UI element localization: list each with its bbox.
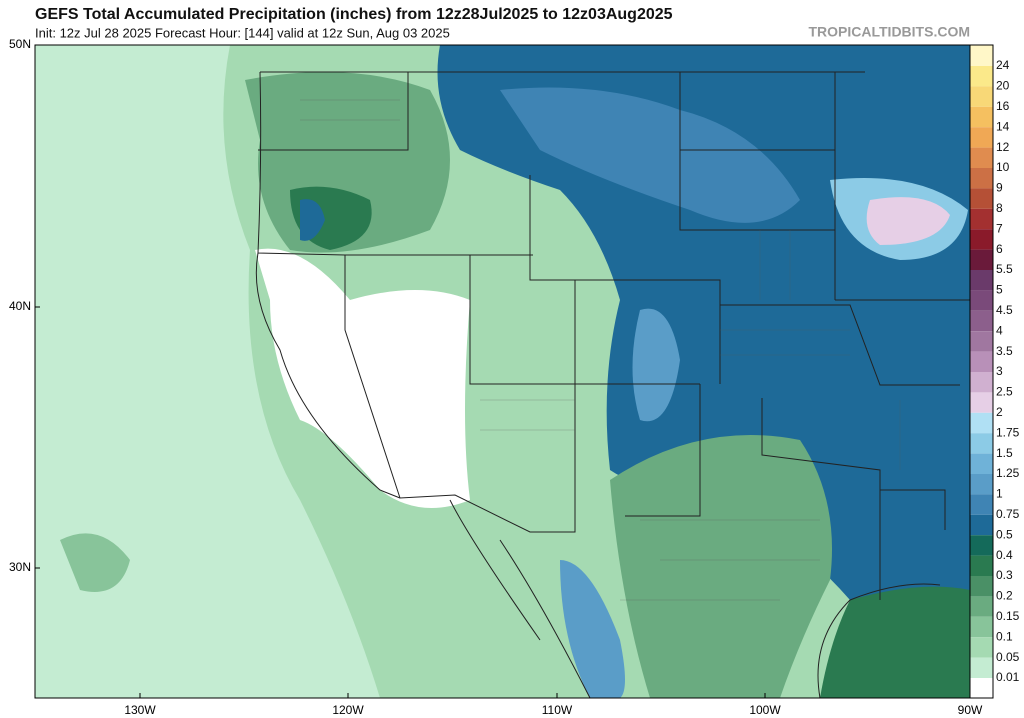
precip-blue-light xyxy=(500,87,800,223)
colorbar-label: 0.05 xyxy=(996,650,1020,664)
colorbar-band xyxy=(970,474,993,495)
county-lines xyxy=(300,99,901,601)
precip-light xyxy=(35,45,380,698)
precip-patch xyxy=(60,533,130,592)
colorbar: 24 20 16 14 12 10 9 8 7 6 5.5 5 4.5 4 3.5 3 2.5 2 1.75 1.5 1… xyxy=(969,44,1020,699)
lon-label: 90W xyxy=(958,703,983,717)
colorbar-label: 0.15 xyxy=(996,609,1020,623)
colorbar-band xyxy=(970,392,993,413)
colorbar-band xyxy=(970,86,993,107)
colorbar-label: 3.5 xyxy=(996,344,1013,358)
colorbar-band xyxy=(970,66,993,87)
colorbar-band xyxy=(970,372,993,393)
colorbar-label: 16 xyxy=(996,99,1010,113)
precip-heavy xyxy=(820,586,970,698)
colorbar-label: 4.5 xyxy=(996,303,1013,317)
colorbar-label: 8 xyxy=(996,201,1003,215)
colorbar-band xyxy=(970,514,993,536)
colorbar-band xyxy=(970,576,993,597)
colorbar-frame xyxy=(969,44,994,699)
colorbar-label: 1.5 xyxy=(996,446,1013,460)
colorbar-label: 0.75 xyxy=(996,507,1020,521)
colorbar-band xyxy=(970,229,993,250)
colorbar-label: 20 xyxy=(996,79,1010,93)
lat-label: 50N xyxy=(9,37,31,51)
lat-label: 40N xyxy=(9,299,31,313)
state-borders xyxy=(257,71,970,600)
watermark: TROPICALTIDBITS.COM xyxy=(808,24,970,40)
precip-blue xyxy=(300,199,325,241)
colorbar-label: 0.01 xyxy=(996,670,1020,684)
colorbar-band xyxy=(970,270,993,291)
colorbar-band xyxy=(970,168,993,189)
colorbar-band xyxy=(970,188,993,209)
colorbar-label: 0.5 xyxy=(996,527,1013,541)
colorbar-label: 9 xyxy=(996,181,1003,195)
colorbar-band xyxy=(970,290,993,311)
colorbar-band xyxy=(970,637,993,658)
colorbar-band xyxy=(970,453,993,474)
colorbar-band xyxy=(970,310,993,332)
colorbar-band xyxy=(970,433,993,454)
colorbar-band xyxy=(970,616,993,638)
colorbar-band xyxy=(970,555,993,576)
colorbar-label: 0.2 xyxy=(996,589,1013,603)
lon-label: 110W xyxy=(542,703,573,717)
colorbar-label: 0.4 xyxy=(996,548,1013,562)
precip-blue-light xyxy=(560,560,625,698)
colorbar-label: 1 xyxy=(996,487,1003,501)
lon-label: 100W xyxy=(749,703,781,717)
colorbar-band xyxy=(970,331,993,352)
colorbar-band xyxy=(970,596,993,617)
colorbar-label: 5 xyxy=(996,283,1003,297)
lon-label: 130W xyxy=(124,703,156,717)
colorbar-label: 7 xyxy=(996,221,1003,235)
colorbar-label: 2.5 xyxy=(996,385,1013,399)
colorbar-band xyxy=(970,147,993,168)
colorbar-label: 4 xyxy=(996,323,1003,337)
colorbar-band xyxy=(970,678,993,698)
colorbar-label: 5.5 xyxy=(996,262,1013,276)
precip-moderate xyxy=(610,435,832,698)
colorbar-label: 0.1 xyxy=(996,629,1013,643)
colorbar-label: 24 xyxy=(996,58,1010,72)
colorbar-band xyxy=(970,249,993,270)
colorbar-label: 2 xyxy=(996,405,1003,419)
colorbar-label: 1.75 xyxy=(996,425,1020,439)
colorbar-label: 0.3 xyxy=(996,568,1013,582)
coastline xyxy=(255,252,941,699)
colorbar-label: 3 xyxy=(996,364,1003,378)
colorbar-band xyxy=(970,127,993,148)
precip-blue-light xyxy=(632,308,680,422)
colorbar-band xyxy=(970,106,993,128)
precip-none xyxy=(255,248,470,509)
colorbar-label: 10 xyxy=(996,160,1010,174)
precip-pink xyxy=(866,197,950,245)
lon-label: 120W xyxy=(332,703,364,717)
colorbar-label: 12 xyxy=(996,140,1010,154)
colorbar-label: 1.25 xyxy=(996,466,1020,480)
colorbar-label: 6 xyxy=(996,242,1003,256)
colorbar-band xyxy=(970,208,993,230)
title: GEFS Total Accumulated Precipitation (in… xyxy=(35,6,673,23)
lat-label: 30N xyxy=(9,560,31,574)
colorbar-band xyxy=(970,535,993,556)
colorbar-top xyxy=(970,45,993,66)
colorbar-band xyxy=(970,412,993,434)
colorbar-label: 14 xyxy=(996,119,1010,133)
map xyxy=(34,44,971,699)
subtitle: Init: 12z Jul 28 2025 Forecast Hour: [14… xyxy=(35,25,450,40)
colorbar-band xyxy=(970,657,993,678)
colorbar-band xyxy=(970,351,993,372)
colorbar-band xyxy=(970,494,993,515)
